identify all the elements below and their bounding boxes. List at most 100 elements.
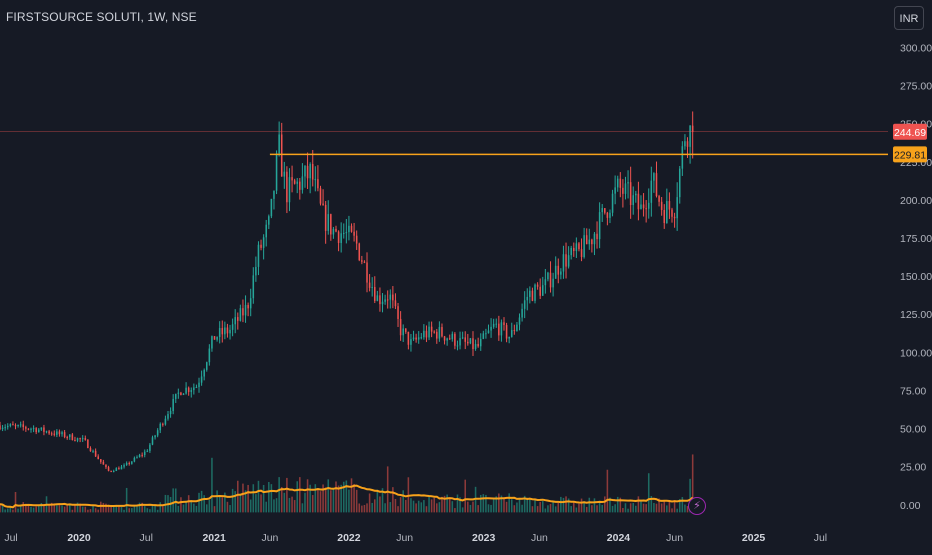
volume-bar: [218, 494, 221, 513]
volume-bar: [658, 498, 660, 513]
volume-bar: [291, 496, 293, 513]
volume-bars: [0, 454, 694, 513]
candle-body: [224, 327, 226, 335]
candle-body: [43, 427, 45, 432]
candle-body: [350, 225, 353, 232]
volume-bar: [35, 506, 37, 513]
candle-body: [508, 336, 510, 339]
candle-body: [17, 424, 19, 426]
candle-body: [19, 424, 22, 426]
candle-body: [624, 183, 627, 194]
candle-body: [340, 233, 342, 243]
volume-bar: [635, 505, 637, 513]
candle-body: [288, 177, 291, 203]
volume-bar: [619, 497, 622, 513]
volume-bar: [63, 506, 66, 513]
candle-body: [650, 180, 653, 203]
x-tick-label: Jul: [814, 532, 827, 544]
volume-bar: [340, 484, 342, 513]
candle-body: [309, 164, 311, 179]
volume-bar: [604, 496, 606, 513]
volume-bar: [585, 506, 588, 513]
volume-bar: [203, 495, 205, 513]
candle-body: [280, 134, 283, 177]
volume-bar: [337, 485, 340, 513]
volume-bar: [420, 502, 423, 513]
volume-bar: [270, 484, 273, 513]
candle-body: [50, 433, 53, 435]
candle-body: [647, 202, 650, 209]
candle-body: [407, 331, 410, 345]
x-tick-label: Jun: [531, 532, 548, 544]
volume-bar: [554, 506, 557, 513]
candle-body: [436, 331, 438, 339]
volume-bar: [48, 504, 50, 513]
symbol-title: FIRSTSOURCE SOLUTI, 1W, NSE: [6, 10, 197, 24]
volume-bar: [198, 492, 200, 513]
volume-bar: [172, 488, 174, 513]
candle-body: [177, 392, 180, 394]
candle-body: [216, 337, 218, 340]
candle-body: [151, 437, 154, 445]
candle-body: [513, 330, 516, 332]
volume-bar: [503, 499, 505, 513]
candle-body: [211, 336, 213, 349]
volume-bar: [342, 481, 345, 513]
lightning-icon[interactable]: ⚡: [688, 497, 706, 515]
candle-body: [469, 338, 472, 344]
candle-body: [578, 243, 580, 250]
currency-button[interactable]: INR: [894, 6, 924, 30]
volume-bar: [311, 495, 314, 513]
candle-body: [317, 179, 319, 189]
candle-body: [63, 432, 66, 438]
volume-bar: [580, 498, 583, 513]
x-tick-label: Jun: [261, 532, 278, 544]
candle-body: [663, 209, 666, 224]
candle-body: [273, 190, 275, 199]
candle-body: [627, 182, 629, 184]
volume-bar: [301, 503, 304, 513]
volume-bar: [637, 496, 640, 513]
candle-body: [6, 425, 9, 428]
volume-bar: [402, 490, 404, 513]
candle-body: [448, 338, 451, 340]
volume-bar: [14, 491, 17, 513]
candle-body: [25, 427, 27, 429]
candle-body: [671, 209, 673, 217]
volume-bar: [345, 480, 348, 513]
volume-bar: [492, 498, 495, 513]
volume-bar: [368, 493, 371, 513]
candle-body: [609, 212, 611, 218]
candle-body: [417, 337, 420, 340]
candle-body: [389, 294, 392, 300]
y-tick-label: 75.00: [900, 385, 926, 397]
candle-body: [503, 322, 505, 326]
volume-bar: [162, 506, 164, 513]
volume-bar: [583, 501, 585, 513]
volume-bar: [469, 504, 472, 513]
candle-body: [601, 208, 603, 213]
volume-bar: [102, 502, 105, 513]
volume-bar: [123, 509, 125, 513]
candle-body: [172, 398, 174, 412]
volume-bar: [237, 480, 239, 513]
candle-body: [102, 461, 105, 465]
volume-bar: [479, 494, 482, 513]
volume-bar: [100, 501, 102, 513]
volume-bar: [415, 503, 417, 513]
candle-body: [213, 336, 216, 340]
volume-bar: [141, 502, 143, 513]
candle-body: [580, 249, 583, 257]
volume-bar: [591, 505, 593, 513]
volume-bar: [549, 504, 552, 513]
volume-bar: [350, 478, 353, 513]
volume-bar: [423, 500, 425, 513]
candle-body: [376, 295, 379, 301]
candle-body: [689, 125, 691, 147]
volume-bar: [355, 489, 358, 513]
volume-bar: [265, 501, 267, 513]
last-price-label-bg: [893, 123, 927, 140]
candle-body: [529, 290, 531, 297]
